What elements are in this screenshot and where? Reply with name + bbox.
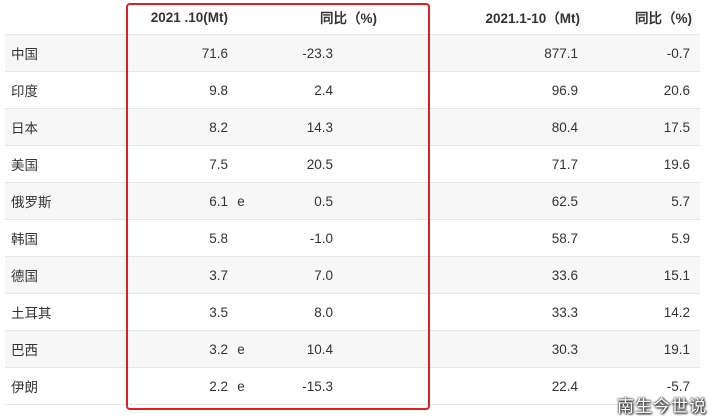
table-row: 日本 8.2 14.3 80.4 17.5 bbox=[5, 108, 700, 146]
cell-oct-2021: 3.7 bbox=[128, 256, 228, 294]
header-ytd-2021: 2021.1-10（Mt) bbox=[385, 0, 588, 35]
steel-output-table: 2021 .10(Mt) 同比（%) 2021.1-10（Mt) 同比（%) 中… bbox=[5, 0, 700, 405]
cell-oct-yoy: 0.5 bbox=[250, 182, 385, 220]
cell-ytd-yoy: 5.9 bbox=[588, 219, 700, 257]
cell-country: 中国 bbox=[5, 34, 128, 72]
cell-ytd-2021: 30.3 bbox=[385, 330, 588, 368]
cell-ytd-yoy: 5.7 bbox=[588, 182, 700, 220]
cell-estimate-flag: e bbox=[228, 330, 250, 368]
cell-oct-2021: 3.5 bbox=[128, 293, 228, 331]
cell-oct-2021: 2.2 bbox=[128, 367, 228, 405]
cell-ytd-yoy: 14.2 bbox=[588, 293, 700, 331]
cell-ytd-yoy: 17.5 bbox=[588, 108, 700, 146]
cell-oct-yoy: -23.3 bbox=[250, 34, 385, 72]
cell-oct-yoy: 7.0 bbox=[250, 256, 385, 294]
cell-estimate-flag bbox=[228, 71, 250, 109]
cell-estimate-flag: e bbox=[228, 182, 250, 220]
header-oct-yoy: 同比（%) bbox=[250, 0, 385, 35]
cell-ytd-2021: 877.1 bbox=[385, 34, 588, 72]
cell-country: 美国 bbox=[5, 145, 128, 183]
header-oct-2021: 2021 .10(Mt) bbox=[128, 0, 228, 35]
cell-ytd-2021: 62.5 bbox=[385, 182, 588, 220]
cell-country: 印度 bbox=[5, 71, 128, 109]
cell-ytd-yoy: 19.1 bbox=[588, 330, 700, 368]
table-row: 巴西 3.2 e 10.4 30.3 19.1 bbox=[5, 330, 700, 368]
header-ytd-yoy: 同比（%) bbox=[588, 0, 700, 35]
cell-ytd-2021: 58.7 bbox=[385, 219, 588, 257]
cell-ytd-2021: 71.7 bbox=[385, 145, 588, 183]
cell-oct-2021: 6.1 bbox=[128, 182, 228, 220]
table-row: 韩国 5.8 -1.0 58.7 5.9 bbox=[5, 219, 700, 257]
cell-country: 德国 bbox=[5, 256, 128, 294]
table-row: 俄罗斯 6.1 e 0.5 62.5 5.7 bbox=[5, 182, 700, 220]
cell-ytd-2021: 33.6 bbox=[385, 256, 588, 294]
cell-oct-yoy: 14.3 bbox=[250, 108, 385, 146]
cell-oct-yoy: 2.4 bbox=[250, 71, 385, 109]
cell-estimate-flag bbox=[228, 108, 250, 146]
cell-estimate-flag bbox=[228, 293, 250, 331]
cell-country: 伊朗 bbox=[5, 367, 128, 405]
cell-ytd-2021: 80.4 bbox=[385, 108, 588, 146]
table-row: 美国 7.5 20.5 71.7 19.6 bbox=[5, 145, 700, 183]
cell-oct-yoy: -1.0 bbox=[250, 219, 385, 257]
watermark-text: 南生今世说 bbox=[617, 397, 707, 417]
cell-oct-2021: 3.2 bbox=[128, 330, 228, 368]
cell-oct-2021: 9.8 bbox=[128, 71, 228, 109]
cell-ytd-yoy: -0.7 bbox=[588, 34, 700, 72]
cell-oct-yoy: -15.3 bbox=[250, 367, 385, 405]
table-row: 中国 71.6 -23.3 877.1 -0.7 bbox=[5, 34, 700, 72]
cell-country: 俄罗斯 bbox=[5, 182, 128, 220]
header-country bbox=[5, 0, 128, 35]
table-body: 中国 71.6 -23.3 877.1 -0.7 印度 9.8 2.4 96.9 20.6 日本 8.… bbox=[5, 34, 700, 405]
cell-country: 日本 bbox=[5, 108, 128, 146]
table-header: 2021 .10(Mt) 同比（%) 2021.1-10（Mt) 同比（%) bbox=[5, 0, 700, 35]
cell-oct-2021: 71.6 bbox=[128, 34, 228, 72]
table-row: 土耳其 3.5 8.0 33.3 14.2 bbox=[5, 293, 700, 331]
cell-country: 韩国 bbox=[5, 219, 128, 257]
cell-ytd-2021: 22.4 bbox=[385, 367, 588, 405]
cell-oct-yoy: 8.0 bbox=[250, 293, 385, 331]
cell-ytd-2021: 33.3 bbox=[385, 293, 588, 331]
cell-estimate-flag bbox=[228, 145, 250, 183]
cell-country: 巴西 bbox=[5, 330, 128, 368]
cell-oct-2021: 8.2 bbox=[128, 108, 228, 146]
header-flag bbox=[228, 0, 250, 35]
table-row: 印度 9.8 2.4 96.9 20.6 bbox=[5, 71, 700, 109]
cell-oct-2021: 7.5 bbox=[128, 145, 228, 183]
cell-estimate-flag bbox=[228, 34, 250, 72]
cell-oct-2021: 5.8 bbox=[128, 219, 228, 257]
cell-oct-yoy: 20.5 bbox=[250, 145, 385, 183]
table-row: 德国 3.7 7.0 33.6 15.1 bbox=[5, 256, 700, 294]
cell-estimate-flag: e bbox=[228, 367, 250, 405]
cell-ytd-yoy: 19.6 bbox=[588, 145, 700, 183]
cell-estimate-flag bbox=[228, 256, 250, 294]
header-row: 2021 .10(Mt) 同比（%) 2021.1-10（Mt) 同比（%) bbox=[5, 0, 700, 35]
cell-country: 土耳其 bbox=[5, 293, 128, 331]
table-row: 伊朗 2.2 e -15.3 22.4 -5.7 bbox=[5, 367, 700, 405]
cell-ytd-yoy: 15.1 bbox=[588, 256, 700, 294]
cell-ytd-yoy: 20.6 bbox=[588, 71, 700, 109]
cell-ytd-2021: 96.9 bbox=[385, 71, 588, 109]
cell-ytd-yoy: -5.7 bbox=[588, 367, 700, 405]
cell-oct-yoy: 10.4 bbox=[250, 330, 385, 368]
cell-estimate-flag bbox=[228, 219, 250, 257]
